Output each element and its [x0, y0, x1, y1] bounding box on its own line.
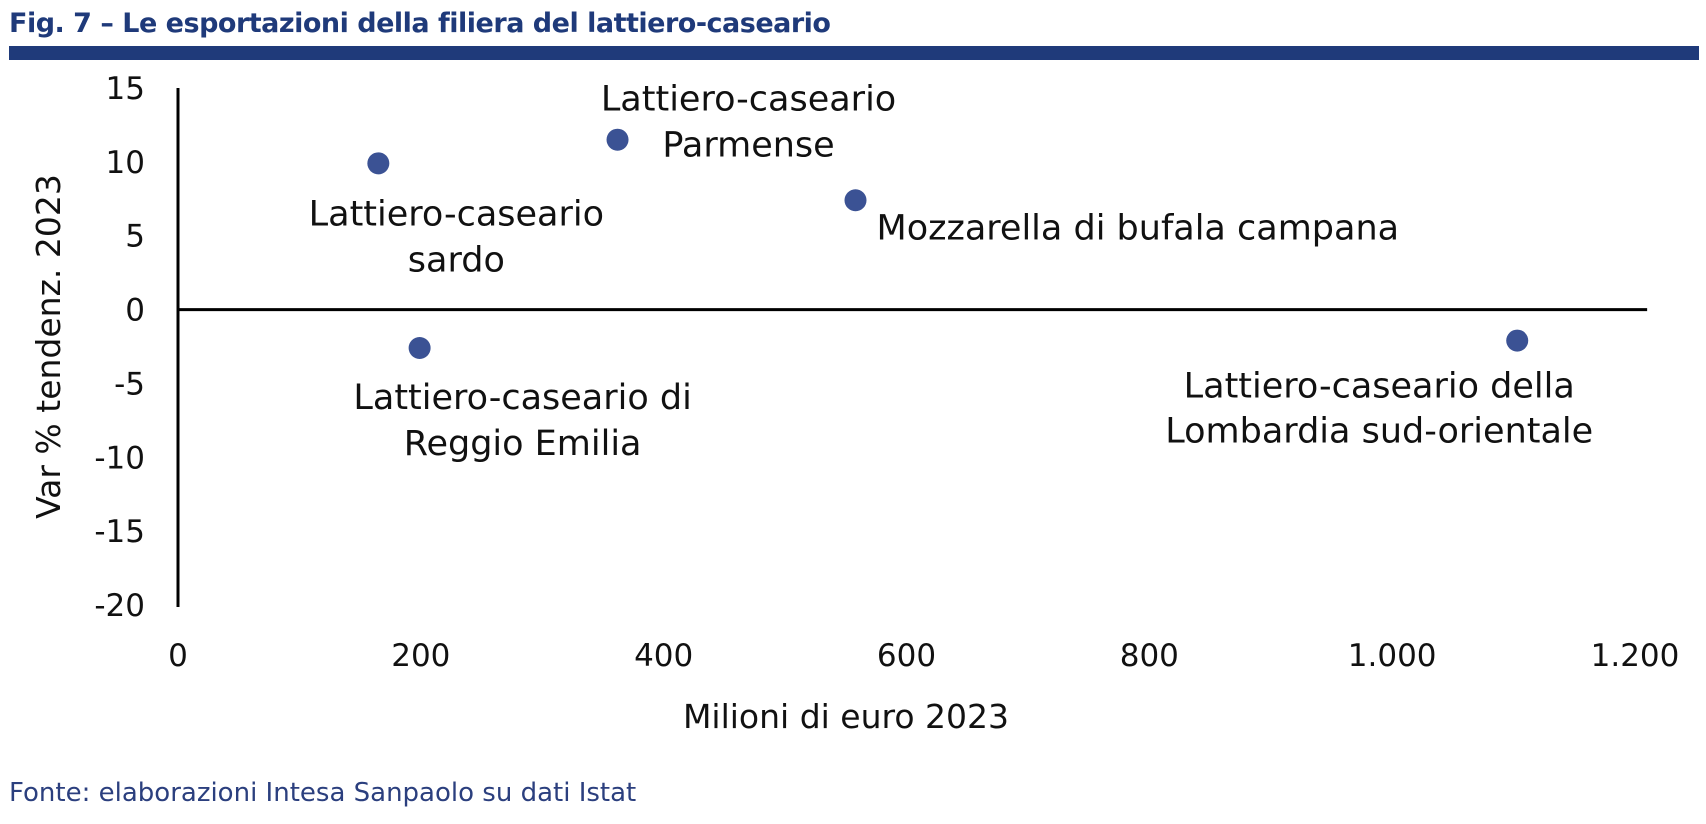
data-point-label: Reggio Emilia [404, 424, 642, 464]
data-point-label: sardo [408, 240, 505, 280]
y-tick-label: 5 [125, 219, 145, 255]
data-point-label: Parmense [662, 126, 834, 166]
x-axis-title: Milioni di euro 2023 [683, 697, 1009, 736]
y-tick-label: 0 [125, 293, 145, 329]
data-point [408, 336, 431, 359]
x-tick-label: 1.200 [1591, 638, 1680, 674]
data-point-label: Lattiero-caseario di [353, 378, 691, 418]
x-tick-label: 200 [391, 638, 450, 674]
y-tick-label: -5 [114, 366, 145, 402]
data-point-label: Lattiero-caseario [309, 194, 604, 234]
x-tick-label: 1.000 [1348, 638, 1437, 674]
data-point-label: Lattiero-caseario [601, 80, 896, 120]
y-axis-title: Var % tendenz. 2023 [29, 174, 68, 519]
data-point [606, 128, 629, 151]
y-tick-label: 15 [106, 71, 145, 107]
data-point-label: Lattiero-caseario della [1184, 367, 1575, 407]
x-tick-label: 800 [1120, 638, 1179, 674]
title-rule [9, 46, 1699, 60]
y-tick-label: -20 [94, 588, 145, 624]
data-point [367, 152, 390, 175]
scatter-chart: 15 10 5 0 -5 -10 -15 -20 0 200 400 600 800 1.000 1.200… [29, 71, 1680, 736]
data-point-label: Lombardia sud-orientale [1165, 412, 1593, 452]
y-tick-label: -15 [94, 514, 145, 550]
x-tick-label: 0 [168, 638, 188, 674]
x-tick-label: 600 [877, 638, 936, 674]
data-point-label: Mozzarella di bufala campana [877, 208, 1400, 248]
y-tick-label: -10 [94, 440, 145, 476]
data-point [1506, 329, 1529, 352]
source-note: Fonte: elaborazioni Intesa Sanpaolo su d… [9, 778, 637, 808]
figure-title: Fig. 7 – Le esportazioni della filiera d… [9, 8, 831, 39]
data-point [844, 189, 867, 212]
y-tick-label: 10 [106, 145, 145, 181]
x-tick-label: 400 [634, 638, 693, 674]
